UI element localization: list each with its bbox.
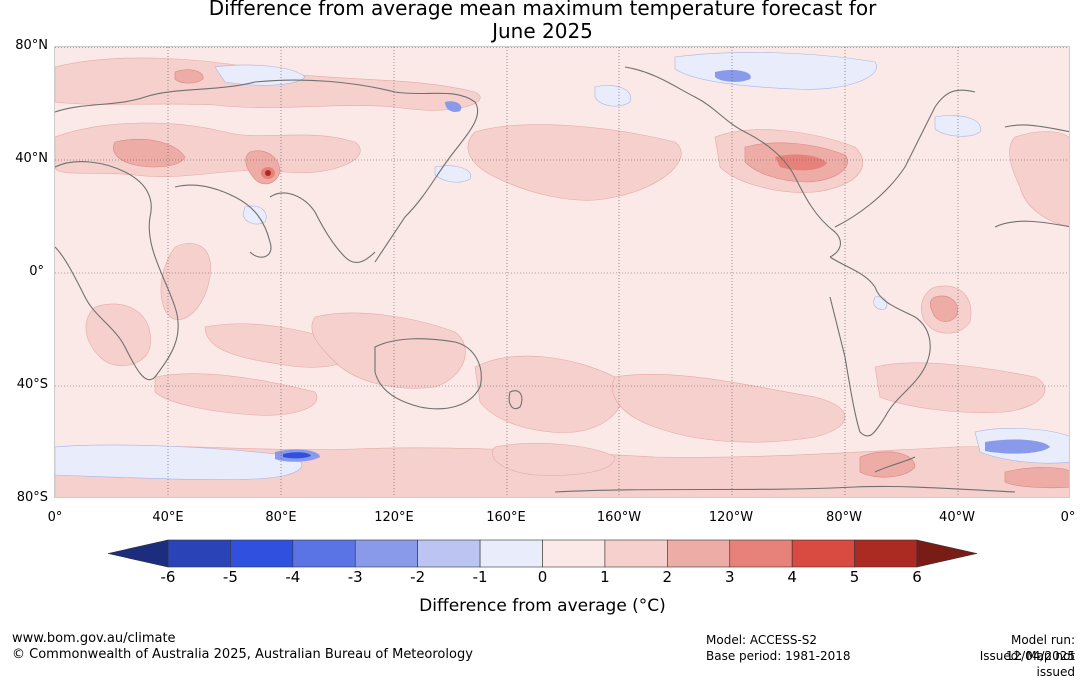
lon-label-40w: 40°W: [939, 510, 975, 525]
colorbar-tick-label: 2: [662, 568, 673, 586]
colorbar-tick-label: 3: [724, 568, 735, 586]
title-line-2: June 2025: [492, 19, 593, 43]
graticule: [55, 47, 1069, 497]
colorbar-tick-label: 4: [787, 568, 797, 586]
lon-label-120w: 120°W: [708, 510, 754, 525]
colorbar-arrow-low: [107, 539, 169, 568]
lon-label-0-right: 0°: [1060, 510, 1076, 525]
lat-label-0: 0°: [29, 264, 44, 279]
lon-label-160w: 160°W: [596, 510, 642, 525]
colorbar: [107, 539, 978, 568]
colorbar-tick-label: 6: [912, 568, 922, 586]
lon-label-120e: 120°E: [374, 510, 414, 525]
lat-label-80n: 80°N: [15, 38, 48, 53]
warm-anomaly-regions: [55, 57, 1069, 497]
colorbar-tick-label: -5: [222, 568, 238, 586]
hot-spot-core: [265, 170, 271, 176]
footer-website: www.bom.gov.au/climate: [12, 631, 176, 646]
title-line-1: Difference from average mean maximum tem…: [208, 0, 877, 20]
colorbar-label: Difference from average (°C): [419, 596, 666, 616]
colorbar-tick-label: 1: [600, 568, 610, 586]
colorbar-tick-label: -3: [347, 568, 363, 586]
footer-base-period: Base period: 1981-2018: [706, 649, 851, 663]
footer-model: Model: ACCESS-S2: [706, 633, 818, 647]
footer-issued: Issued: Map not issued: [979, 649, 1075, 679]
colorbar-tick-label: 5: [849, 568, 860, 586]
colorbar-segment: [604, 539, 668, 568]
lon-label-0-left: 0°: [47, 510, 63, 525]
map-title: Difference from average mean maximum tem…: [0, 0, 1085, 43]
footer-copyright: © Commonwealth of Australia 2025, Austra…: [12, 647, 473, 662]
colorbar-segment: [729, 539, 793, 568]
lon-label-40e: 40°E: [152, 510, 184, 525]
colorbar-tick-label: -4: [285, 568, 301, 586]
colorbar-arrow-high: [916, 539, 978, 568]
colorbar-tick-label: -2: [410, 568, 426, 586]
lat-label-40s: 40°S: [16, 377, 48, 392]
colorbar-segment: [417, 539, 481, 568]
colorbar-segment: [542, 539, 606, 568]
lon-label-80e: 80°E: [265, 510, 297, 525]
footer-model-run: Model run: 12/04/2025: [1005, 633, 1075, 663]
forecast-map: [54, 46, 1070, 498]
colorbar-segment: [230, 539, 294, 568]
colorbar-segment: [354, 539, 418, 568]
colorbar-tick-label: -6: [160, 568, 176, 586]
colorbar-segment: [167, 539, 231, 568]
colorbar-tick-label: 0: [537, 568, 548, 586]
colorbar-segment: [791, 539, 855, 568]
lon-label-160e: 160°E: [486, 510, 526, 525]
coldest-anomaly-region: [283, 452, 311, 459]
lat-label-80s: 80°S: [16, 490, 48, 505]
colorbar-segment: [292, 539, 356, 568]
lat-label-40n: 40°N: [15, 151, 48, 166]
lon-label-80w: 80°W: [826, 510, 862, 525]
colorbar-segment: [479, 539, 543, 568]
warmer-anomaly-regions: [55, 69, 1069, 489]
colorbar-tick-label: -1: [472, 568, 488, 586]
coastlines: [55, 66, 1069, 493]
colorbar-segment: [854, 539, 918, 568]
map-canvas: [55, 47, 1069, 497]
colorbar-segment: [667, 539, 731, 568]
